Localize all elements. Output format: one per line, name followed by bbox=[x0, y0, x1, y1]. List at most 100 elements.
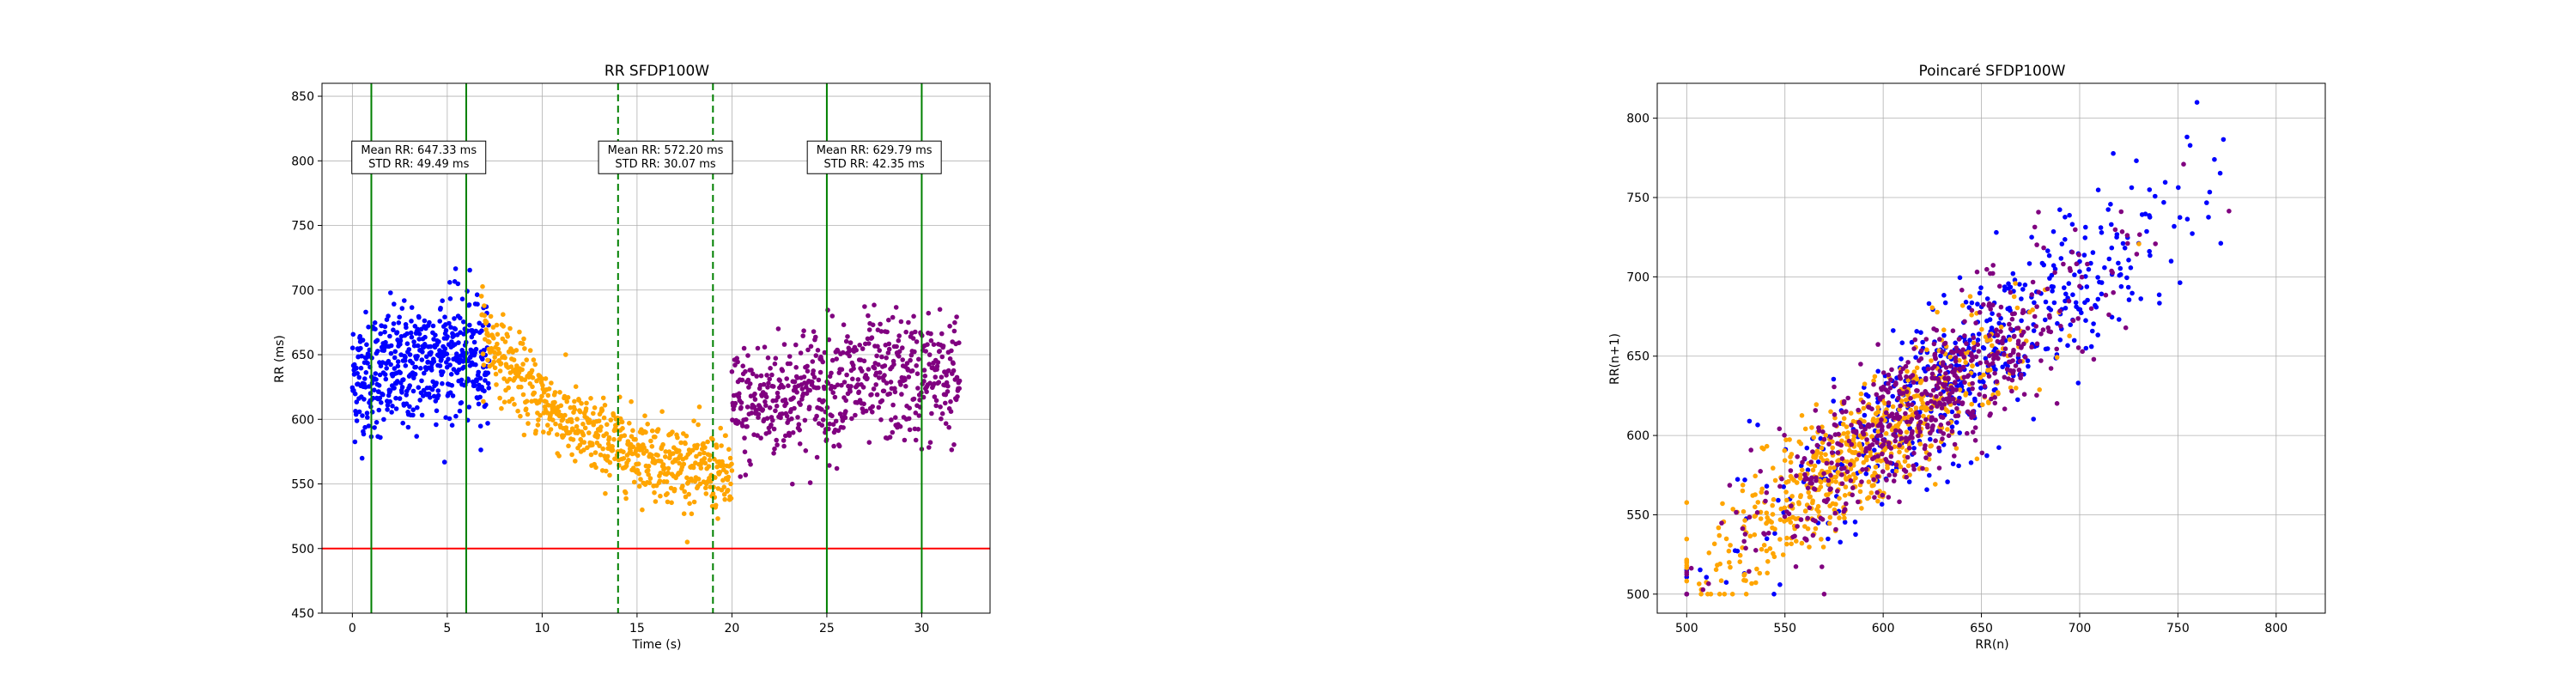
rr-point bbox=[356, 409, 362, 415]
poincare-point bbox=[1789, 503, 1794, 508]
poincare-point bbox=[2019, 372, 2024, 378]
poincare-point bbox=[1893, 438, 1898, 444]
rr-point bbox=[878, 329, 884, 334]
poincare-point bbox=[2009, 377, 2015, 383]
poincare-point bbox=[1821, 498, 1827, 503]
rr-point bbox=[399, 385, 405, 390]
poincare-point bbox=[1759, 445, 1765, 451]
poincare-point bbox=[1765, 519, 1771, 525]
rr-point bbox=[641, 445, 647, 450]
poincare-point bbox=[1888, 446, 1894, 451]
poincare-ytick-label: 700 bbox=[1626, 271, 1649, 284]
poincare-point bbox=[2083, 224, 2088, 230]
poincare-point bbox=[2156, 292, 2162, 298]
poincare-point bbox=[1850, 485, 1856, 490]
poincare-point bbox=[1754, 510, 1760, 515]
poincare-point bbox=[1798, 517, 1804, 522]
rr-point bbox=[907, 427, 913, 433]
rr-point bbox=[631, 479, 637, 485]
poincare-point bbox=[1908, 419, 1913, 424]
rr-point bbox=[378, 435, 383, 441]
rr-xtick-label: 30 bbox=[914, 622, 930, 635]
poincare-point bbox=[1853, 532, 1858, 538]
poincare-point bbox=[1805, 485, 1811, 491]
rr-point bbox=[927, 445, 932, 450]
rr-point bbox=[714, 465, 720, 470]
rr-point bbox=[896, 333, 902, 338]
poincare-point bbox=[1880, 492, 1886, 498]
poincare-point bbox=[1770, 512, 1776, 517]
poincare-point bbox=[1861, 405, 1867, 411]
rr-point bbox=[819, 423, 825, 429]
poincare-point bbox=[1957, 275, 1963, 281]
rr-point bbox=[682, 489, 687, 495]
poincare-point bbox=[2086, 266, 2092, 272]
rr-point bbox=[517, 329, 522, 335]
poincare-point bbox=[1987, 301, 1992, 307]
poincare-point bbox=[2006, 281, 2011, 287]
poincare-point bbox=[2161, 199, 2166, 205]
rr-point bbox=[564, 398, 569, 404]
rr-point bbox=[954, 374, 960, 380]
rr-point bbox=[355, 371, 361, 376]
poincare-point bbox=[1936, 445, 1941, 451]
rr-point bbox=[599, 468, 605, 473]
rr-point bbox=[538, 398, 544, 403]
rr-point bbox=[381, 416, 386, 423]
poincare-point bbox=[1994, 229, 1999, 235]
poincare-point bbox=[2076, 252, 2081, 258]
rr-point bbox=[933, 398, 939, 404]
poincare-point bbox=[1978, 386, 1984, 391]
rr-point bbox=[374, 420, 380, 425]
poincare-point bbox=[2125, 240, 2130, 246]
poincare-point bbox=[2109, 268, 2114, 274]
rr-point bbox=[835, 428, 841, 434]
rr-point bbox=[921, 368, 927, 373]
poincare-point bbox=[1991, 356, 1996, 362]
rr-point bbox=[830, 422, 836, 428]
rr-point bbox=[832, 394, 838, 400]
rr-point bbox=[545, 423, 550, 428]
poincare-point bbox=[1941, 360, 1946, 365]
rr-point bbox=[581, 447, 586, 453]
poincare-point bbox=[1949, 429, 1955, 435]
rr-point bbox=[388, 362, 393, 368]
rr-point bbox=[949, 447, 955, 453]
rr-point bbox=[721, 491, 727, 497]
poincare-point bbox=[1995, 338, 2001, 344]
rr-point bbox=[480, 283, 485, 289]
rr-point bbox=[939, 416, 944, 422]
poincare-point bbox=[1872, 470, 1877, 476]
poincare-point bbox=[1781, 484, 1786, 489]
rr-point bbox=[425, 359, 431, 365]
poincare-point bbox=[1807, 480, 1813, 486]
rr-point bbox=[884, 380, 890, 386]
poincare-point bbox=[1799, 413, 1805, 418]
poincare-point bbox=[1764, 489, 1770, 495]
rr-point bbox=[798, 402, 803, 407]
rr-point bbox=[800, 333, 805, 338]
rr-point bbox=[400, 420, 406, 426]
rr-point bbox=[710, 490, 716, 496]
poincare-point bbox=[1764, 536, 1770, 542]
poincare-point bbox=[2034, 242, 2039, 247]
rr-point bbox=[607, 472, 612, 478]
rr-point bbox=[566, 443, 571, 449]
poincare-point bbox=[1950, 386, 1955, 392]
poincare-point bbox=[1965, 430, 1970, 436]
poincare-point bbox=[1994, 327, 1999, 333]
rr-point bbox=[649, 428, 655, 434]
rr-point bbox=[546, 430, 551, 436]
rr-point bbox=[382, 329, 387, 335]
poincare-point bbox=[1852, 520, 1858, 525]
rr-point bbox=[415, 343, 421, 349]
rr-point bbox=[724, 470, 729, 475]
rr-point bbox=[540, 382, 545, 388]
poincare-point bbox=[1886, 495, 1892, 500]
rr-point bbox=[429, 386, 435, 392]
poincare-point bbox=[2009, 388, 2014, 394]
poincare-point bbox=[1801, 456, 1807, 461]
poincare-point bbox=[1953, 340, 1958, 346]
poincare-point bbox=[1794, 538, 1799, 544]
rr-point bbox=[553, 421, 558, 427]
